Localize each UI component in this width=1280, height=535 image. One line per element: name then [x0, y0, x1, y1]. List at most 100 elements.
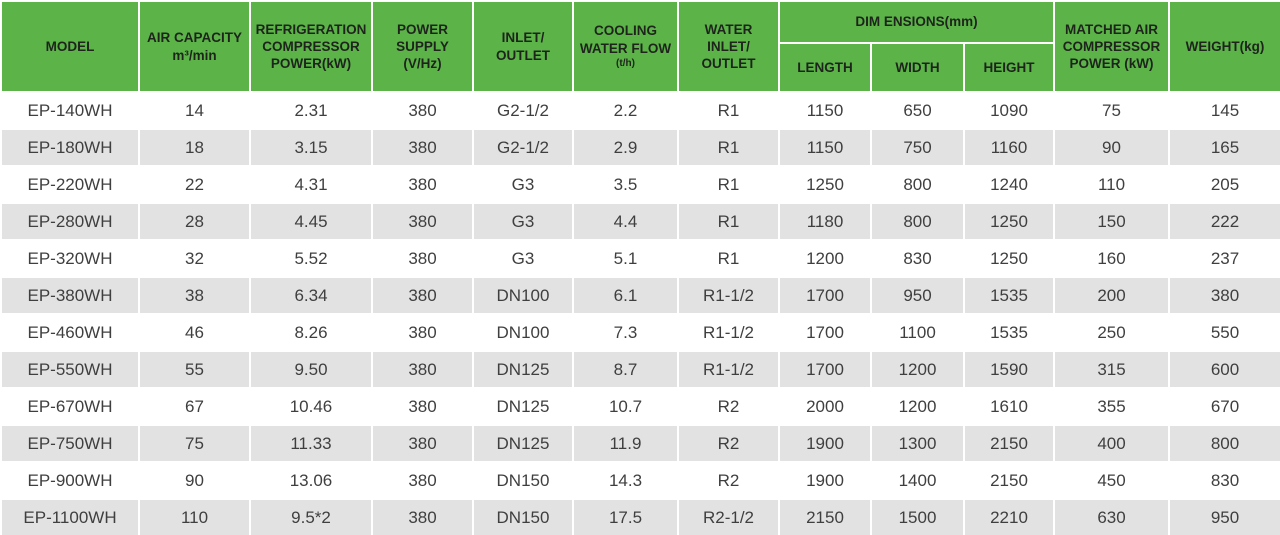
cell-weight: 222: [1168, 202, 1280, 241]
cell-model: EP-550WH: [0, 350, 140, 389]
cell-weight: 600: [1168, 350, 1280, 389]
cell-cooling_water_flow: 17.5: [572, 498, 679, 535]
cell-matched_air_compressor_power: 630: [1053, 498, 1170, 535]
column-header-length: LENGTH: [778, 42, 872, 93]
cell-width: 750: [870, 128, 965, 167]
cell-length: 1900: [778, 461, 872, 500]
cell-cooling_water_flow: 5.1: [572, 239, 679, 278]
cell-matched_air_compressor_power: 75: [1053, 91, 1170, 130]
table-row: EP-220WH 22 4.31 380 G3 3.5 R1 1250 800 1240 110 20…: [0, 165, 1280, 204]
table-header: MODEL AIR CAPACITY m³/min REFRIGERATION …: [0, 0, 1280, 93]
cell-length: 2000: [778, 387, 872, 426]
header-label: WIDTH: [895, 59, 940, 75]
cell-inlet_outlet: DN150: [472, 498, 574, 535]
cell-power_supply: 380: [371, 424, 474, 463]
cell-air_capacity: 32: [138, 239, 251, 278]
cell-height: 2150: [963, 461, 1055, 500]
cell-width: 1400: [870, 461, 965, 500]
cell-weight: 237: [1168, 239, 1280, 278]
table-row: EP-320WH 32 5.52 380 G3 5.1 R1 1200 830 1250 160 23…: [0, 239, 1280, 278]
cell-water_inlet_outlet: R1: [677, 165, 780, 204]
cell-power_supply: 380: [371, 387, 474, 426]
cell-length: 1700: [778, 350, 872, 389]
table-row: EP-140WH 14 2.31 380 G2-1/2 2.2 R1 1150 650 1090 7…: [0, 91, 1280, 130]
cell-inlet_outlet: DN100: [472, 276, 574, 315]
cell-cooling_water_flow: 8.7: [572, 350, 679, 389]
column-header-matched-air-compressor-power: MATCHED AIR COMPRESSOR POWER (kW): [1053, 0, 1170, 93]
cell-model: EP-320WH: [0, 239, 140, 278]
cell-refrigeration_compressor_power: 2.31: [249, 91, 373, 130]
cell-air_capacity: 14: [138, 91, 251, 130]
cell-refrigeration_compressor_power: 13.06: [249, 461, 373, 500]
cell-width: 1200: [870, 350, 965, 389]
cell-height: 1535: [963, 313, 1055, 352]
cell-weight: 800: [1168, 424, 1280, 463]
cell-water_inlet_outlet: R2: [677, 387, 780, 426]
cell-length: 1180: [778, 202, 872, 241]
column-header-refrigeration-compressor-power: REFRIGERATION COMPRESSOR POWER(kW): [249, 0, 373, 93]
column-header-weight: WEIGHT(kg): [1168, 0, 1280, 93]
column-header-inlet-outlet: INLET/ OUTLET: [472, 0, 574, 93]
cell-air_capacity: 18: [138, 128, 251, 167]
header-unit-label: (t/h): [616, 57, 635, 69]
cell-model: EP-380WH: [0, 276, 140, 315]
cell-height: 1160: [963, 128, 1055, 167]
header-label: AIR CAPACITY m³/min: [146, 30, 242, 63]
cell-inlet_outlet: G3: [472, 202, 574, 241]
table-row: EP-670WH 67 10.46 380 DN125 10.7 R2 2000 1200 161…: [0, 387, 1280, 426]
cell-inlet_outlet: G2-1/2: [472, 128, 574, 167]
cell-width: 950: [870, 276, 965, 315]
cell-weight: 550: [1168, 313, 1280, 352]
cell-length: 1250: [778, 165, 872, 204]
cell-power_supply: 380: [371, 165, 474, 204]
column-header-water-inlet-outlet: WATER INLET/ OUTLET: [677, 0, 780, 93]
cell-inlet_outlet: DN125: [472, 387, 574, 426]
cell-width: 830: [870, 239, 965, 278]
cell-water_inlet_outlet: R1: [677, 202, 780, 241]
cell-model: EP-460WH: [0, 313, 140, 352]
header-label: HEIGHT: [983, 59, 1035, 75]
cell-length: 1150: [778, 128, 872, 167]
cell-weight: 950: [1168, 498, 1280, 535]
table-row: EP-550WH 55 9.50 380 DN125 8.7 R1-1/2 1700 1200 1…: [0, 350, 1280, 389]
cell-model: EP-180WH: [0, 128, 140, 167]
cell-cooling_water_flow: 7.3: [572, 313, 679, 352]
table-row: EP-750WH 75 11.33 380 DN125 11.9 R2 1900 1300 215…: [0, 424, 1280, 463]
cell-refrigeration_compressor_power: 6.34: [249, 276, 373, 315]
column-header-height: HEIGHT: [963, 42, 1055, 93]
cell-width: 1200: [870, 387, 965, 426]
column-group-header-dimensions: DIM ENSIONS(mm): [778, 0, 1055, 44]
cell-model: EP-140WH: [0, 91, 140, 130]
cell-height: 1250: [963, 202, 1055, 241]
cell-refrigeration_compressor_power: 9.5*2: [249, 498, 373, 535]
cell-height: 2210: [963, 498, 1055, 535]
cell-width: 1300: [870, 424, 965, 463]
cell-length: 1700: [778, 276, 872, 315]
cell-refrigeration_compressor_power: 3.15: [249, 128, 373, 167]
cell-matched_air_compressor_power: 90: [1053, 128, 1170, 167]
cell-inlet_outlet: G2-1/2: [472, 91, 574, 130]
column-header-width: WIDTH: [870, 42, 965, 93]
cell-refrigeration_compressor_power: 11.33: [249, 424, 373, 463]
header-label: WEIGHT(kg): [1185, 38, 1265, 54]
header-label: MODEL: [45, 38, 95, 54]
table-row: EP-180WH 18 3.15 380 G2-1/2 2.9 R1 1150 750 1160 9…: [0, 128, 1280, 167]
cell-height: 1610: [963, 387, 1055, 426]
cell-water_inlet_outlet: R2: [677, 424, 780, 463]
cell-power_supply: 380: [371, 202, 474, 241]
cell-matched_air_compressor_power: 150: [1053, 202, 1170, 241]
cell-refrigeration_compressor_power: 4.31: [249, 165, 373, 204]
header-label: LENGTH: [797, 59, 853, 75]
header-label: WATER INLET/ OUTLET: [701, 21, 756, 72]
cell-refrigeration_compressor_power: 5.52: [249, 239, 373, 278]
cell-model: EP-220WH: [0, 165, 140, 204]
table-row: EP-900WH 90 13.06 380 DN150 14.3 R2 1900 1400 215…: [0, 461, 1280, 500]
cell-height: 1590: [963, 350, 1055, 389]
cell-inlet_outlet: DN125: [472, 350, 574, 389]
header-label: DIM ENSIONS(mm): [855, 14, 978, 30]
cell-height: 1240: [963, 165, 1055, 204]
cell-cooling_water_flow: 2.9: [572, 128, 679, 167]
cell-cooling_water_flow: 10.7: [572, 387, 679, 426]
cell-cooling_water_flow: 4.4: [572, 202, 679, 241]
